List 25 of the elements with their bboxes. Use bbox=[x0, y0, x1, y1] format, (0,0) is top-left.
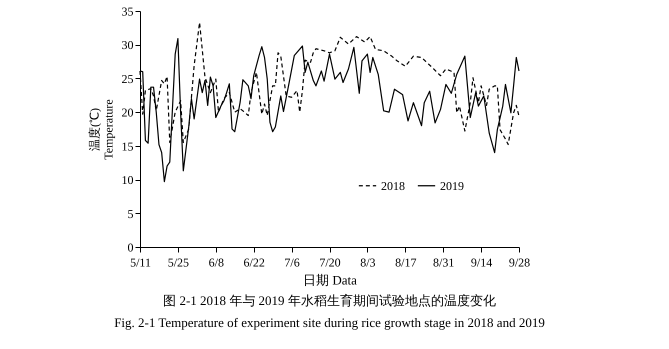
y-tick-label: 15 bbox=[122, 139, 134, 154]
x-tick-label: 5/25 bbox=[168, 256, 190, 270]
legend-label: 2019 bbox=[440, 178, 464, 193]
y-tick-label: 5 bbox=[128, 206, 134, 221]
x-tick-label: 9/28 bbox=[508, 256, 530, 270]
y-axis-title: 温度(℃) Temperature bbox=[88, 99, 116, 160]
x-tick-label: 6/8 bbox=[208, 256, 224, 270]
x-tick-label: 5/11 bbox=[130, 256, 151, 270]
x-tick-label: 8/31 bbox=[433, 256, 454, 270]
caption: 图 2-1 2018 年与 2019 年水稻生育期间试验地点的温度变化 bbox=[163, 293, 496, 308]
x-tick-label: 7/20 bbox=[319, 256, 341, 270]
y-tick-label: 30 bbox=[122, 38, 134, 52]
x-tick-label: 6/22 bbox=[244, 256, 265, 270]
y-tick-label: 25 bbox=[122, 72, 134, 86]
y-tick-label: 10 bbox=[122, 173, 134, 188]
y-tick-label: 20 bbox=[122, 106, 134, 120]
caption: Fig. 2-1 Temperature of experiment site during rice growth stage in 2018 and 2019 bbox=[114, 315, 545, 330]
x-tick-label: 9/14 bbox=[470, 256, 492, 270]
x-tick-label: 7/6 bbox=[284, 256, 300, 270]
x-tick-label: 8/17 bbox=[395, 256, 416, 270]
x-tick-label: 8/3 bbox=[360, 256, 376, 270]
legend-label: 2018 bbox=[381, 178, 405, 193]
x-axis-title: 日期 Data bbox=[303, 272, 358, 288]
y-tick-label: 35 bbox=[122, 4, 134, 18]
y-tick-label: 0 bbox=[128, 240, 134, 254]
